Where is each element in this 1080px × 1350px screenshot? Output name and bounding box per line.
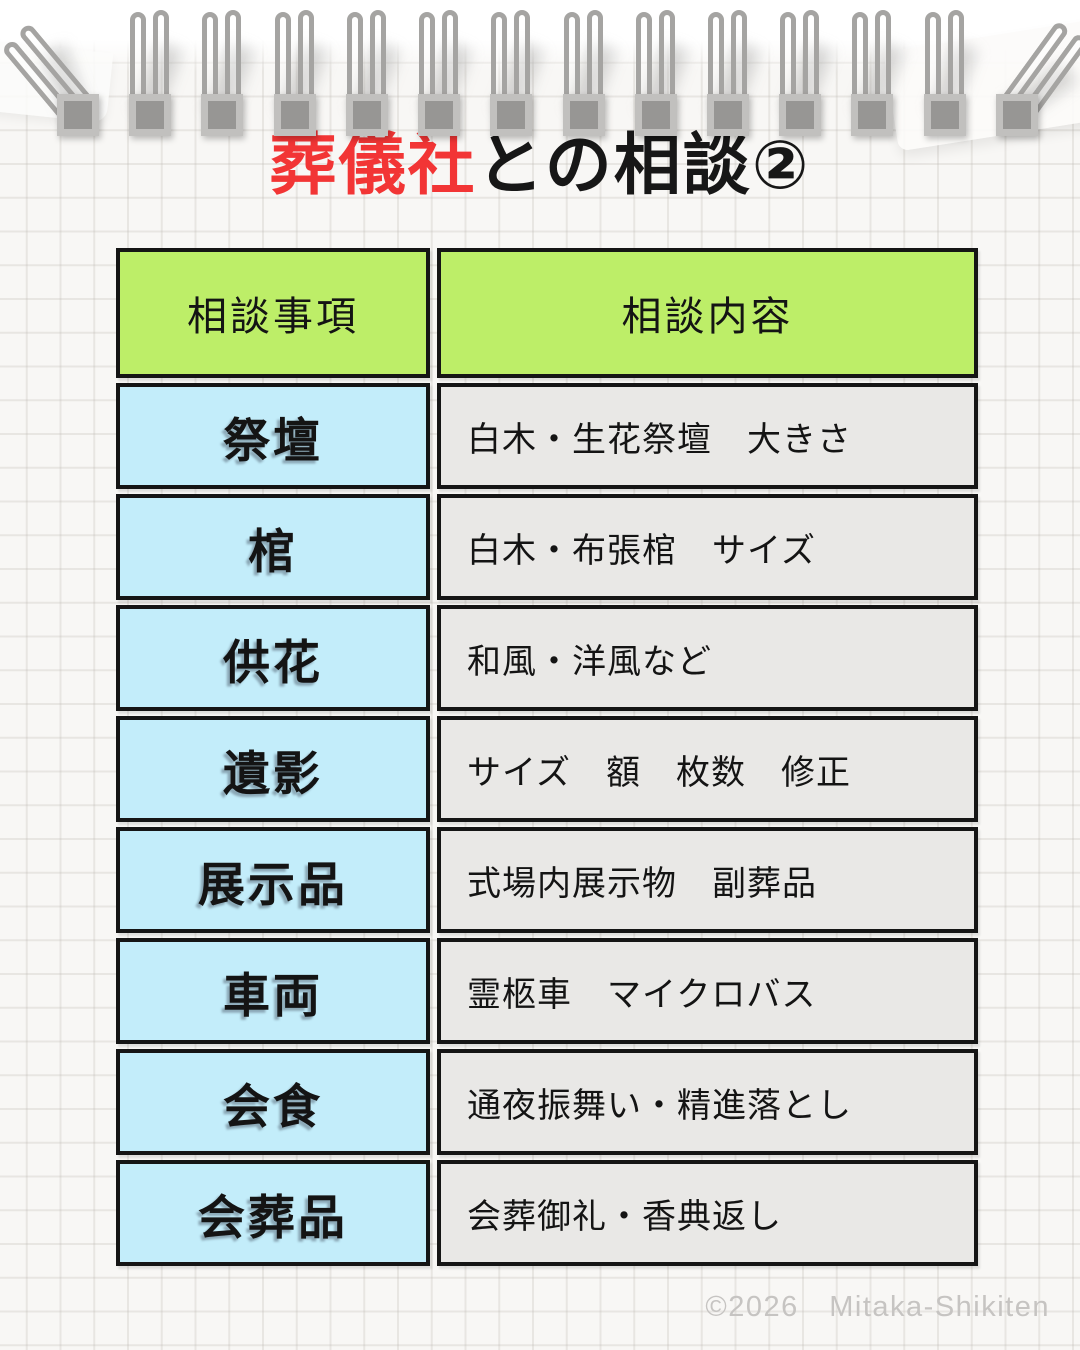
binder-wire-loops xyxy=(705,6,751,118)
header-cell-content: 相談内容 xyxy=(437,248,978,378)
consult-detail-cell: 式場内展示物 副葬品 xyxy=(437,827,978,933)
binder-wire-loops xyxy=(922,6,968,118)
page-title-rest: との相談② xyxy=(476,128,811,203)
copyright-text: ©2026 Mitaka-Shikiten xyxy=(705,1291,1050,1323)
binder-ring xyxy=(777,6,823,142)
binder-punch-hole xyxy=(57,94,99,136)
binder-ring xyxy=(994,6,1080,142)
page-title-highlight: 葬儀社 xyxy=(269,128,477,203)
binder-punch-hole xyxy=(273,94,316,136)
consult-detail-text: 和風・洋風など xyxy=(467,642,712,681)
consult-detail-text: 霊柩車 マイクロバス xyxy=(467,975,817,1014)
consult-item-cell: 会葬品 xyxy=(116,1160,430,1266)
page-title: 葬儀社との相談② xyxy=(0,124,1080,208)
binder-wire-loops xyxy=(272,6,318,118)
consult-detail-cell: サイズ 額 枚数 修正 xyxy=(437,716,978,822)
consult-detail-text: サイズ 額 枚数 修正 xyxy=(467,753,851,792)
header-cell-items: 相談事項 xyxy=(116,248,430,378)
binder-wire-loops xyxy=(199,6,245,118)
binder-wire-loops xyxy=(127,6,173,118)
consult-item-cell: 車両 xyxy=(116,938,430,1044)
consultation-table: 相談事項 相談内容 祭壇 白木・生花祭壇 大きさ 棺 白木・布張棺 サイズ 供花… xyxy=(116,248,978,1266)
consult-detail-cell: 霊柩車 マイクロバス xyxy=(437,938,978,1044)
binder-ring xyxy=(127,6,173,142)
binder-ring xyxy=(561,6,607,142)
consult-item-label: 会葬品 xyxy=(198,1190,348,1244)
binder-ring xyxy=(416,6,462,142)
binder-punch-hole xyxy=(345,94,388,136)
consult-item-cell: 遺影 xyxy=(116,716,430,822)
consult-item-label: 棺 xyxy=(248,524,298,578)
binder-punch-hole xyxy=(706,94,749,136)
binder-wire-loops xyxy=(488,6,534,118)
binder-ring xyxy=(0,6,101,142)
binder-ring xyxy=(849,6,895,142)
binder-wire-loops xyxy=(344,6,390,118)
consult-item-label: 祭壇 xyxy=(223,413,323,467)
binder-wire-loops xyxy=(777,6,823,118)
binder-ring xyxy=(922,6,968,142)
consult-item-cell: 祭壇 xyxy=(116,383,430,489)
binder-punch-hole xyxy=(129,94,172,136)
consult-item-label: 会食 xyxy=(223,1079,323,1133)
binder-ring xyxy=(199,6,245,142)
consult-detail-cell: 会葬御礼・香典返し xyxy=(437,1160,978,1266)
binder-punch-hole xyxy=(418,94,461,136)
binder-ring xyxy=(633,6,679,142)
header-items-label: 相談事項 xyxy=(187,295,359,339)
binder-punch-hole xyxy=(201,94,244,136)
consult-detail-text: 白木・布張棺 サイズ xyxy=(467,531,816,570)
consult-item-label: 供花 xyxy=(223,635,323,689)
binder-punch-hole xyxy=(923,94,966,136)
consult-detail-cell: 和風・洋風など xyxy=(437,605,978,711)
header-content-label: 相談内容 xyxy=(621,295,794,339)
consult-detail-cell: 白木・布張棺 サイズ xyxy=(437,494,978,600)
consult-item-cell: 棺 xyxy=(116,494,430,600)
binder-punch-hole xyxy=(634,94,677,136)
binder-punch-hole xyxy=(562,94,605,136)
consult-detail-cell: 白木・生花祭壇 大きさ xyxy=(437,383,978,489)
consult-detail-text: 会葬御礼・香典返し xyxy=(467,1197,782,1236)
binder-wire-loops xyxy=(561,6,607,118)
consult-item-cell: 展示品 xyxy=(116,827,430,933)
spiral-binding xyxy=(0,6,1080,142)
binder-wire-loops xyxy=(633,6,679,118)
consult-detail-text: 白木・生花祭壇 大きさ xyxy=(467,420,852,459)
binder-ring xyxy=(344,6,390,142)
binder-ring xyxy=(488,6,534,142)
binder-punch-hole xyxy=(995,94,1038,136)
consult-detail-text: 通夜振舞い・精進落とし xyxy=(467,1086,852,1125)
consult-item-cell: 会食 xyxy=(116,1049,430,1155)
consult-item-label: 車両 xyxy=(223,968,323,1022)
binder-punch-hole xyxy=(779,94,822,136)
consult-item-cell: 供花 xyxy=(116,605,430,711)
binder-punch-hole xyxy=(490,94,533,136)
binder-ring xyxy=(272,6,318,142)
binder-ring xyxy=(705,6,751,142)
consult-item-label: 展示品 xyxy=(198,857,348,911)
binder-wire-loops xyxy=(416,6,462,118)
consult-item-label: 遺影 xyxy=(223,746,323,800)
binder-wire-loops xyxy=(849,6,895,118)
binder-punch-hole xyxy=(851,94,894,136)
consult-detail-text: 式場内展示物 副葬品 xyxy=(467,864,817,903)
consult-detail-cell: 通夜振舞い・精進落とし xyxy=(437,1049,978,1155)
